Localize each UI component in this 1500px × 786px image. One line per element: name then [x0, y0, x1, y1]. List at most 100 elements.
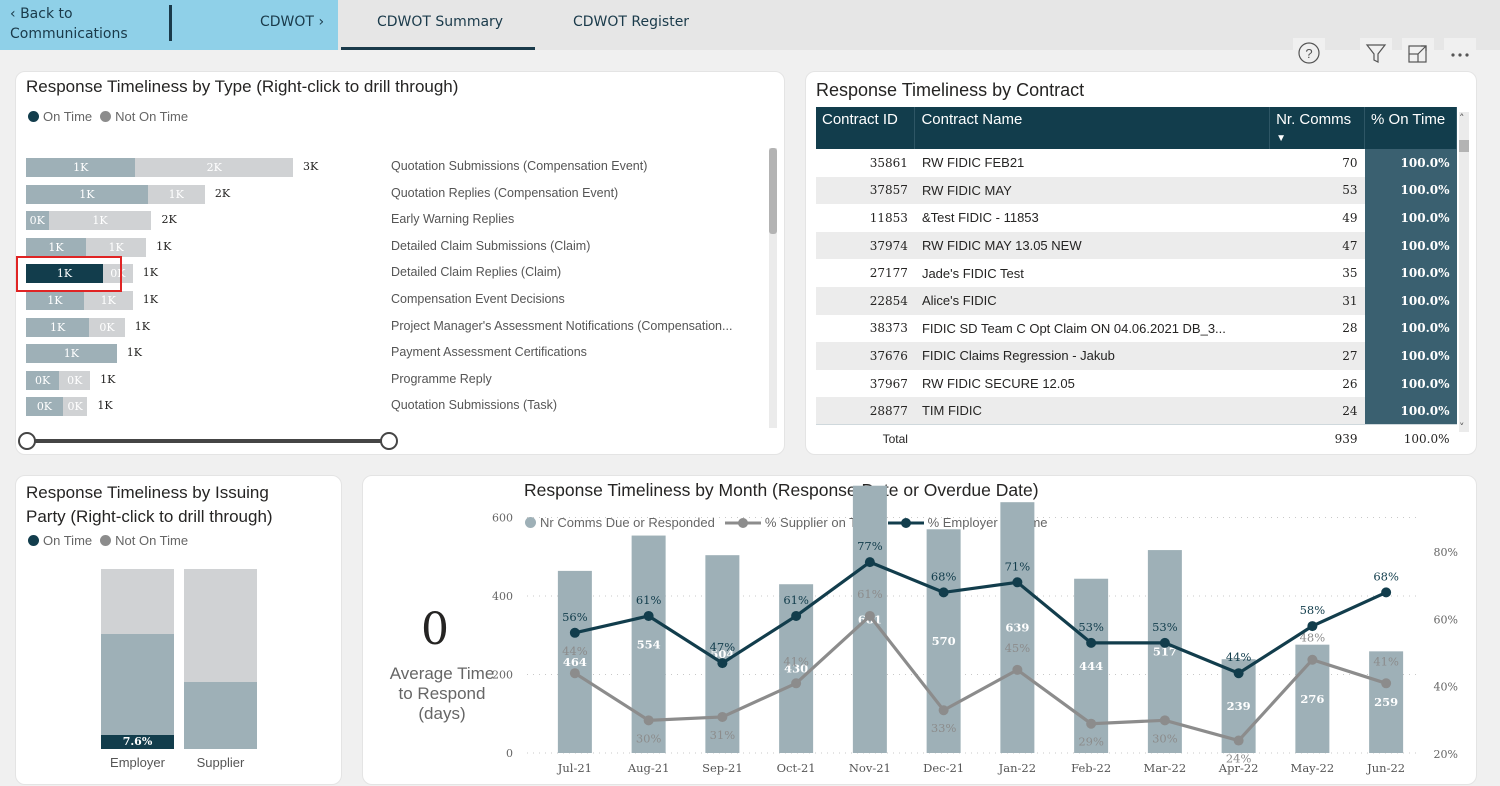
category-label[interactable]: Programme Reply [391, 371, 492, 386]
col-contract-name[interactable]: Contract Name [914, 107, 1271, 149]
category-label[interactable]: Project Manager's Assessment Notificatio… [391, 318, 733, 333]
type-bar-row[interactable]: 1K 0K 1K [26, 317, 386, 337]
type-bar-row[interactable]: 0K 1K 2K [26, 211, 386, 231]
table-row[interactable]: 37676 FIDIC Claims Regression - Jakub 27 10… [816, 342, 1457, 370]
type-bar-row[interactable]: 0K 0K 1K [26, 397, 386, 417]
range-slider-end-handle[interactable] [380, 432, 398, 450]
table-row[interactable]: 37974 RW FIDIC MAY 13.05 NEW 47 100.0% [816, 231, 1457, 260]
not-on-time-segment[interactable]: 1K [147, 184, 205, 204]
type-bar-row[interactable]: 1K 1K 1K [26, 291, 386, 310]
tab-cdwot-summary[interactable]: CDWOT Summary [377, 14, 504, 30]
not-on-time-segment[interactable]: 1K [86, 237, 147, 257]
col-pct-on-time[interactable]: % On Time [1364, 107, 1457, 149]
supplier-on-time-data-label: 61% [857, 587, 883, 601]
comms-bar-label: 430 [784, 662, 808, 676]
timeliness-by-type-card[interactable]: Response Timeliness by Type (Right-click… [15, 71, 785, 455]
supplier-on-time-point [1086, 718, 1097, 729]
category-label[interactable]: Quotation Replies (Compensation Event) [391, 185, 619, 200]
type-bar-row[interactable]: 0K 0K 1K [26, 370, 386, 390]
col-contract-id[interactable]: Contract ID [816, 107, 916, 149]
table-row[interactable]: 27177 Jade's FIDIC Test 35 100.0% [816, 259, 1457, 287]
more-options-button[interactable] [1444, 38, 1476, 68]
table-row[interactable]: 11853 &Test FIDIC - 11853 49 100.0% [816, 204, 1457, 232]
category-label[interactable]: Quotation Submissions (Task) [391, 398, 558, 413]
not-on-time-segment[interactable]: 0K [89, 317, 125, 337]
table-row[interactable]: 35861 RW FIDIC FEB21 70 100.0% [816, 149, 1457, 177]
timeliness-by-party-card[interactable]: Response Timeliness by Issuing Party (Ri… [15, 475, 342, 785]
tab-cdwot-register[interactable]: CDWOT Register [573, 14, 690, 30]
not-on-time-segment[interactable]: 0K [59, 370, 91, 390]
type-bar-row[interactable]: 1K 1K 1K [26, 237, 386, 257]
y-right-tick-label: 80% [1434, 546, 1458, 559]
on-time-segment[interactable]: 1K [26, 237, 87, 257]
cell-pct-on-time: 100.0% [1364, 314, 1457, 343]
timeliness-by-month-card[interactable]: 0 Average Time to Respond (days) Respons… [362, 475, 1477, 785]
bar-total-label: 2K [214, 186, 231, 200]
scrollbar-thumb[interactable] [1459, 140, 1469, 152]
table-vertical-scrollbar[interactable]: ˄ ˅ [1459, 112, 1469, 434]
on-time-segment[interactable]: 0K [26, 370, 60, 390]
legend-on-time[interactable]: On Time [43, 533, 93, 548]
table-row[interactable]: 38373 FIDIC SD Team C Opt Claim ON 04.06.… [816, 314, 1457, 343]
type-bar-row[interactable]: 1K 1K 2K [26, 184, 386, 204]
y-left-tick-label: 600 [492, 512, 513, 525]
vertical-scrollbar[interactable] [769, 148, 777, 428]
not-on-time-segment[interactable]: 1K [48, 211, 152, 231]
on-time-segment[interactable]: 1K [26, 317, 90, 337]
chevron-right-icon: › [318, 14, 325, 30]
on-time-segment[interactable]: 1K [26, 291, 84, 310]
employer-on-time-point [1086, 637, 1097, 648]
not-on-time-segment[interactable]: 2K [135, 158, 293, 177]
back-to-communications-button[interactable]: ‹ Back to Communications [10, 4, 128, 44]
title-line-2: Party (Right-click to drill through) [26, 507, 273, 526]
on-time-segment[interactable]: 0K [26, 397, 63, 417]
table-row[interactable]: 37967 RW FIDIC SECURE 12.05 26 100.0% [816, 369, 1457, 398]
col-nr-comms[interactable]: Nr. Comms ▼ [1269, 107, 1366, 149]
party-bar-supplier[interactable] [184, 569, 257, 749]
x-axis-label: Nov-21 [849, 761, 891, 775]
not-on-time-segment[interactable]: 1K [83, 291, 133, 310]
range-slider-start-handle[interactable] [18, 432, 36, 450]
legend-on-time[interactable]: On Time [43, 109, 93, 124]
not-on-time-segment[interactable] [101, 569, 174, 634]
range-slider-track[interactable] [26, 439, 389, 443]
legend-supplier[interactable]: % Supplier on Time [764, 515, 878, 530]
focus-mode-button[interactable] [1402, 38, 1434, 68]
scroll-down-icon[interactable]: ˅ [1459, 421, 1465, 434]
legend-not-on-time[interactable]: Not On Time [115, 109, 189, 124]
supplier-on-time-data-label: 41% [783, 654, 809, 668]
scroll-up-icon[interactable]: ˄ [1459, 112, 1465, 125]
category-label[interactable]: Detailed Claim Replies (Claim) [391, 265, 562, 280]
not-on-time-segment[interactable] [184, 569, 257, 683]
category-label[interactable]: Payment Assessment Certifications [391, 345, 587, 360]
cdwot-breadcrumb-button[interactable]: CDWOT › [260, 14, 324, 30]
cell-contract-id: 11853 [816, 204, 915, 232]
cell-nr-comms: 27 [1269, 342, 1365, 370]
scrollbar-thumb[interactable] [769, 148, 777, 234]
table-row[interactable]: 22854 Alice's FIDIC 31 100.0% [816, 286, 1457, 315]
legend-nr-comms[interactable]: Nr Comms Due or Responded [540, 515, 715, 530]
on-time-segment[interactable]: 1K [26, 264, 103, 284]
legend-not-on-time[interactable]: Not On Time [115, 533, 189, 548]
help-button[interactable]: ? [1293, 38, 1325, 68]
filter-button[interactable] [1360, 38, 1392, 68]
type-bar-row[interactable]: 1K 2K 3K [26, 158, 386, 177]
on-time-segment[interactable] [184, 682, 257, 749]
table-row[interactable]: 28877 TIM FIDIC 24 100.0% [816, 397, 1457, 425]
on-time-segment[interactable] [101, 633, 174, 736]
type-bar-row[interactable]: 1K 1K [26, 344, 386, 364]
category-label[interactable]: Early Warning Replies [391, 212, 515, 227]
on-time-segment[interactable]: 1K [26, 158, 136, 177]
table-row[interactable]: 37857 RW FIDIC MAY 53 100.0% [816, 176, 1457, 205]
on-time-segment[interactable]: 1K [26, 344, 117, 364]
filter-icon [1365, 44, 1387, 63]
timeliness-by-contract-card[interactable]: Response Timeliness by Contract Contract… [805, 71, 1477, 455]
on-time-dark-segment[interactable]: 7.6% [101, 735, 174, 749]
on-time-segment[interactable]: 0K [26, 211, 49, 231]
category-label[interactable]: Compensation Event Decisions [391, 292, 565, 306]
not-on-time-segment[interactable]: 0K [62, 397, 88, 417]
on-time-segment[interactable]: 1K [26, 184, 148, 204]
party-bar-employer[interactable]: 7.6% [101, 569, 174, 749]
category-label[interactable]: Detailed Claim Submissions (Claim) [391, 238, 591, 253]
category-label[interactable]: Quotation Submissions (Compensation Even… [391, 159, 648, 173]
